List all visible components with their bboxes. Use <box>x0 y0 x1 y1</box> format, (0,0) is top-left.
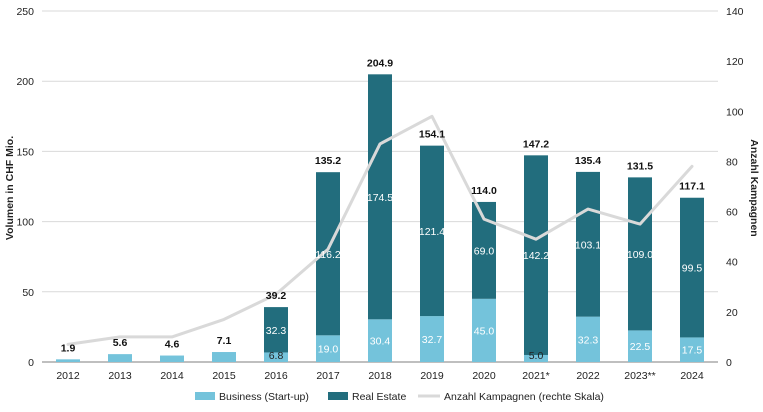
x-tick-label: 2024 <box>680 370 704 382</box>
data-labels: 1.9 5.6 4.6 7.1 39.2 6.8 32.3 135.2 19.0 116.2 204… <box>61 57 705 362</box>
bar-business <box>472 298 496 362</box>
y-tick-label: 250 <box>16 6 34 18</box>
x-tick-label: 2018 <box>368 370 392 382</box>
campaign-line <box>66 114 694 346</box>
bar-real-estate <box>628 177 652 331</box>
real-estate-value-label: 32.3 <box>266 325 287 337</box>
business-value-label: 32.3 <box>578 334 599 346</box>
bar-business <box>316 335 340 362</box>
bar-real-estate <box>368 74 392 320</box>
business-value-label: 32.7 <box>422 334 443 346</box>
bar-business <box>160 355 184 362</box>
business-value-label: 5.0 <box>529 350 544 362</box>
y2-tick-label: 120 <box>726 56 744 68</box>
y2-tick-label: 40 <box>726 257 738 269</box>
y-axis-title: Volumen in CHF Mio. <box>4 136 16 240</box>
legend-swatch-real-estate <box>328 392 348 400</box>
real-estate-value-label: 69.0 <box>474 245 495 257</box>
x-tick-label: 2022 <box>576 370 600 382</box>
x-tick-label: 2020 <box>472 370 496 382</box>
total-label: 5.6 <box>113 337 128 349</box>
business-value-label: 6.8 <box>269 350 284 362</box>
total-label: 1.9 <box>61 342 76 354</box>
bar-business <box>212 352 236 362</box>
total-label: 114.0 <box>471 185 497 197</box>
total-label: 131.5 <box>627 160 653 172</box>
y2-tick-label: 100 <box>726 106 744 118</box>
real-estate-value-label: 116.2 <box>315 249 341 261</box>
business-value-label: 17.5 <box>682 345 703 357</box>
bar-business <box>680 337 704 362</box>
total-label: 135.4 <box>575 155 601 167</box>
real-estate-value-label: 103.1 <box>575 239 601 251</box>
total-label: 39.2 <box>266 290 287 302</box>
bar-business <box>108 354 132 362</box>
bar-business <box>368 319 392 362</box>
y2-tick-label: 60 <box>726 207 738 219</box>
x-tick-label: 2021* <box>522 370 549 382</box>
line-campaigns <box>66 114 694 346</box>
bar-real-estate <box>264 307 288 353</box>
real-estate-value-label: 99.5 <box>682 263 703 275</box>
bar-business <box>264 352 288 362</box>
y2-axis-title: Anzahl Kampagnen <box>748 139 760 236</box>
x-tick-label: 2013 <box>108 370 132 382</box>
legend-label-real-estate: Real Estate <box>352 391 406 403</box>
business-value-label: 22.5 <box>630 341 651 353</box>
y-tick-label: 50 <box>22 287 34 299</box>
legend-label-campaigns: Anzahl Kampagnen (rechte Skala) <box>444 391 604 403</box>
total-label: 204.9 <box>367 57 393 69</box>
business-value-label: 19.0 <box>318 344 339 356</box>
total-label: 117.1 <box>679 181 705 193</box>
business-value-label: 30.4 <box>370 336 391 348</box>
total-label: 154.1 <box>419 129 445 141</box>
axes: Volumen in CHF Mio. Anzahl Kampagnen 0 50… <box>4 6 760 382</box>
x-tick-label: 2017 <box>316 370 340 382</box>
bars <box>56 74 704 362</box>
real-estate-value-label: 142.2 <box>523 250 549 262</box>
x-tick-label: 2012 <box>56 370 80 382</box>
y2-tick-label: 80 <box>726 156 738 168</box>
x-tick-label: 2019 <box>420 370 444 382</box>
legend: Business (Start-up) Real Estate Anzahl Kam… <box>195 391 604 403</box>
bar-real-estate <box>576 171 600 317</box>
x-tick-label: 2023** <box>624 370 656 382</box>
real-estate-value-label: 121.4 <box>419 226 445 238</box>
x-tick-label: 2016 <box>264 370 288 382</box>
bar-business <box>628 330 652 362</box>
x-tick-label: 2014 <box>160 370 184 382</box>
real-estate-value-label: 109.0 <box>627 249 653 261</box>
bar-business <box>56 359 80 362</box>
total-label: 7.1 <box>217 335 232 347</box>
y2-tick-label: 20 <box>726 307 738 319</box>
total-label: 135.2 <box>315 155 341 167</box>
y-tick-label: 200 <box>16 76 34 88</box>
business-value-label: 45.0 <box>474 325 495 337</box>
y-tick-label: 100 <box>16 217 34 229</box>
y2-tick-label: 0 <box>726 357 732 369</box>
bar-business <box>576 316 600 362</box>
y-tick-label: 0 <box>28 357 34 369</box>
bar-real-estate <box>524 155 548 355</box>
total-label: 4.6 <box>165 339 180 351</box>
x-tick-label: 2015 <box>212 370 236 382</box>
y2-tick-label: 140 <box>726 6 744 18</box>
bar-real-estate <box>680 197 704 338</box>
real-estate-value-label: 174.5 <box>367 192 393 204</box>
legend-swatch-business <box>195 392 215 400</box>
legend-label-business: Business (Start-up) <box>219 391 309 403</box>
total-label: 147.2 <box>523 138 549 150</box>
bar-business <box>420 316 444 362</box>
bar-real-estate <box>420 145 444 317</box>
bar-real-estate <box>316 172 340 336</box>
bar-business <box>524 354 548 362</box>
y-tick-label: 150 <box>16 146 34 158</box>
